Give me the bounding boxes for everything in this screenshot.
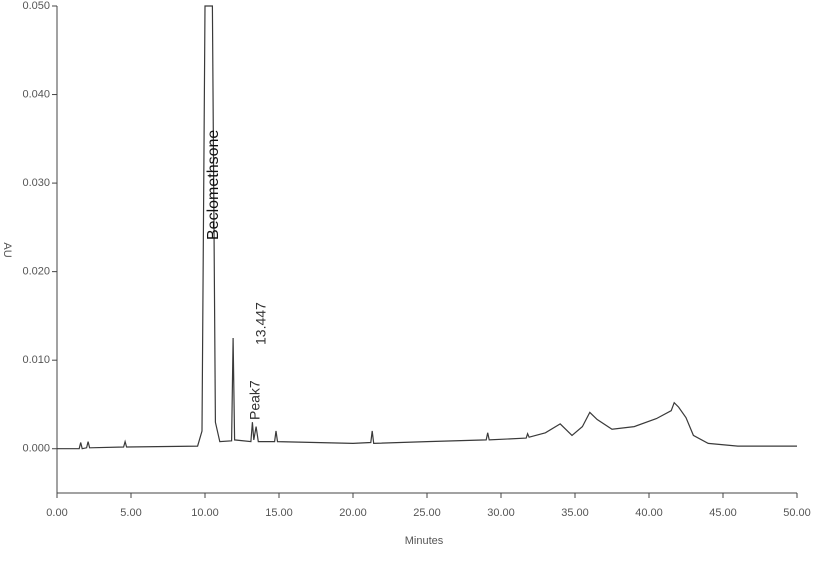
signal-line: [57, 5, 797, 450]
peak-annotation: 13.447: [253, 302, 269, 345]
x-axis-label: Minutes: [405, 535, 444, 547]
peak-annotation: Peak7: [247, 380, 263, 420]
y-tick-label: 0.040: [22, 88, 50, 100]
x-tick-label: 5.00: [120, 507, 141, 519]
x-tick-label: 35.00: [561, 507, 589, 519]
y-tick-label: 0.030: [22, 177, 50, 189]
y-axis-label: AU: [1, 242, 13, 257]
peak-annotation: Beclomethsone: [205, 130, 222, 240]
x-tick-label: 0.00: [46, 507, 67, 519]
y-tick-label: 0.010: [22, 354, 50, 366]
x-tick-label: 15.00: [265, 507, 293, 519]
x-tick-label: 45.00: [709, 507, 737, 519]
x-tick-label: 25.00: [413, 507, 441, 519]
x-tick-label: 40.00: [635, 507, 663, 519]
y-tick-label: 0.020: [22, 266, 50, 278]
x-tick-label: 30.00: [487, 507, 515, 519]
x-tick-label: 10.00: [191, 507, 219, 519]
x-tick-label: 20.00: [339, 507, 367, 519]
y-tick-label: 0.050: [22, 0, 50, 12]
x-tick-label: 50.00: [783, 507, 811, 519]
y-tick-label: 0.000: [22, 443, 50, 455]
